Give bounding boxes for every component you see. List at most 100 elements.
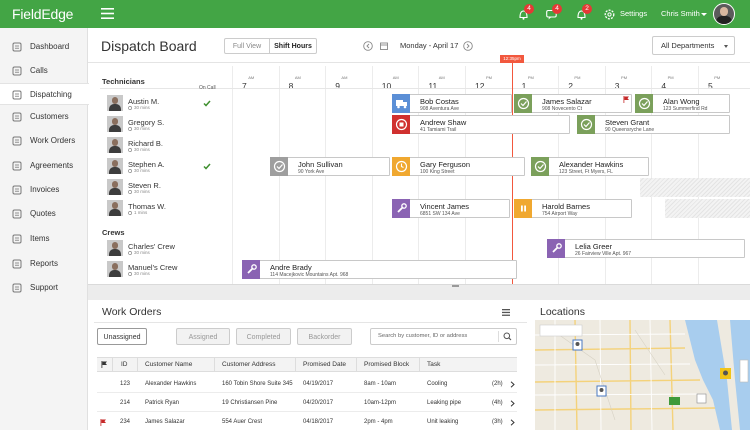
search-icon-part bbox=[503, 332, 511, 340]
resource-eta: 1 mins bbox=[134, 210, 148, 215]
nav-item[interactable]: Quotes bbox=[0, 203, 88, 225]
job-card[interactable]: Steven Grant 90 Queensryche Lane bbox=[577, 115, 730, 134]
status-tab[interactable]: Completed bbox=[236, 328, 291, 345]
notification-icon[interactable] bbox=[518, 9, 529, 20]
unavailable-block bbox=[665, 199, 750, 218]
row-open-arrow[interactable] bbox=[510, 381, 515, 388]
nav-icon-part bbox=[12, 136, 22, 146]
job-status-icon bbox=[392, 94, 410, 113]
nav-label: Invoices bbox=[30, 185, 60, 194]
map-part bbox=[535, 320, 706, 430]
nav-label: Items bbox=[30, 234, 50, 243]
resource-avatar bbox=[107, 137, 123, 153]
nav-item[interactable]: Dispatching bbox=[0, 83, 89, 105]
map-part bbox=[599, 388, 604, 392]
hour-label: 9AM bbox=[335, 76, 347, 94]
notification-icon-part bbox=[522, 17, 525, 20]
job-status-glyph bbox=[638, 97, 650, 110]
map-part bbox=[535, 320, 716, 430]
list-view-button-part bbox=[502, 309, 510, 311]
hour-number: 1 bbox=[521, 81, 527, 91]
list-view-button[interactable] bbox=[502, 309, 510, 316]
department-select[interactable]: All Departments bbox=[652, 36, 735, 55]
nav-item[interactable]: Work Orders bbox=[0, 130, 88, 152]
nav-icon-part bbox=[12, 234, 22, 244]
user-name[interactable]: Chris Smith bbox=[661, 9, 700, 18]
eta-icon-part bbox=[128, 148, 132, 152]
department-label: All Departments bbox=[661, 41, 715, 50]
hour-label: 2PM bbox=[568, 76, 580, 94]
row-open-arrow[interactable] bbox=[510, 400, 515, 407]
nav-item[interactable]: Agreements bbox=[0, 155, 88, 177]
job-card[interactable]: John Sullivan 90 York Ave bbox=[270, 157, 390, 176]
status-tab[interactable]: Assigned bbox=[176, 328, 230, 345]
map-part bbox=[539, 324, 583, 337]
map-part bbox=[723, 370, 728, 376]
nav-icon bbox=[12, 234, 22, 244]
eta-icon bbox=[128, 190, 132, 194]
user-avatar[interactable] bbox=[713, 3, 735, 25]
map bbox=[535, 320, 750, 430]
status-tab[interactable]: Unassigned bbox=[97, 328, 147, 345]
avatar-head bbox=[112, 160, 118, 167]
calendar-button-part bbox=[380, 42, 388, 50]
eta-icon-part bbox=[128, 272, 132, 276]
settings-icon-part bbox=[604, 9, 615, 20]
hour-grid-line bbox=[651, 66, 653, 284]
settings-icon[interactable] bbox=[604, 9, 615, 20]
nav-item[interactable]: Calls bbox=[0, 60, 88, 82]
nav-item[interactable]: Invoices bbox=[0, 179, 88, 201]
date-prev[interactable] bbox=[363, 41, 373, 51]
hour-period: AM bbox=[392, 75, 399, 80]
task-duration: (2h) bbox=[492, 381, 503, 387]
job-card[interactable]: Andrew Shaw 41 Tamiami Trail bbox=[392, 115, 570, 134]
nav-item[interactable]: Customers bbox=[0, 106, 88, 128]
nav-item[interactable]: Support bbox=[0, 277, 88, 299]
job-card[interactable]: Lelia Greer 26 Fairview Ville Apt. 967 bbox=[547, 239, 745, 258]
job-status-glyph-part bbox=[517, 97, 529, 110]
job-status-glyph-part bbox=[399, 122, 403, 127]
job-card[interactable]: Alexander Hawkins 123 Street, Ft Myers, F… bbox=[531, 157, 649, 176]
table-cell: Alexander Hawkins bbox=[145, 381, 197, 387]
status-tab[interactable]: Backorder bbox=[297, 328, 352, 345]
row-open-arrow[interactable] bbox=[510, 419, 515, 426]
search-box[interactable]: Search by customer, ID or address bbox=[370, 328, 517, 345]
hour-period: AM bbox=[294, 75, 301, 80]
menu-button[interactable] bbox=[101, 8, 114, 19]
on-call-check-part bbox=[203, 100, 211, 107]
nav-item[interactable]: Dashboard bbox=[0, 36, 88, 58]
job-card[interactable]: Harold Barnes 754 Airport Way bbox=[514, 199, 632, 218]
notification-icon[interactable] bbox=[576, 9, 587, 20]
job-status-glyph bbox=[395, 100, 407, 109]
hour-period: PM bbox=[574, 75, 581, 80]
flag-icon-part bbox=[100, 419, 102, 426]
job-card[interactable]: Alan Wong 123 Summerfind Rd bbox=[635, 94, 730, 113]
map-part bbox=[544, 324, 666, 421]
nav-item[interactable]: Items bbox=[0, 228, 88, 250]
job-status-glyph bbox=[551, 243, 562, 253]
avatar-body bbox=[109, 249, 121, 256]
calendar-button[interactable] bbox=[379, 41, 389, 51]
column-header: Customer Address bbox=[222, 360, 276, 368]
job-status-glyph-part bbox=[555, 243, 562, 249]
job-card[interactable]: Vincent James 6851 SW 134 Ave bbox=[392, 199, 510, 218]
table-cell: Unit leaking bbox=[427, 419, 459, 425]
job-address: 123 Street, Ft Myers, FL bbox=[559, 168, 613, 175]
job-card[interactable]: James Salazar 908 Novecento Ct bbox=[514, 94, 632, 113]
table-cell: 123 bbox=[120, 381, 131, 387]
job-card[interactable]: Andre Brady 114 Macejkovic Mountains Apt.… bbox=[242, 260, 517, 279]
job-card[interactable]: Bob Costas 908 Aventura Ave bbox=[392, 94, 512, 113]
unavailable-block bbox=[640, 178, 750, 197]
settings-link[interactable]: Settings bbox=[620, 9, 648, 18]
nav-label: Agreements bbox=[30, 161, 74, 170]
view-button[interactable]: Shift Hours bbox=[274, 42, 312, 50]
eta-icon bbox=[128, 127, 132, 131]
resource-name: Stephen A. bbox=[128, 160, 165, 169]
resource-name: Steven R. bbox=[128, 181, 161, 190]
job-card[interactable]: Gary Ferguson 100 King Street bbox=[392, 157, 525, 176]
eta-icon bbox=[128, 272, 132, 276]
view-button[interactable]: Full View bbox=[225, 39, 270, 53]
date-next[interactable] bbox=[463, 41, 473, 51]
job-address: 90 York Ave bbox=[298, 168, 325, 175]
nav-item[interactable]: Reports bbox=[0, 253, 88, 275]
